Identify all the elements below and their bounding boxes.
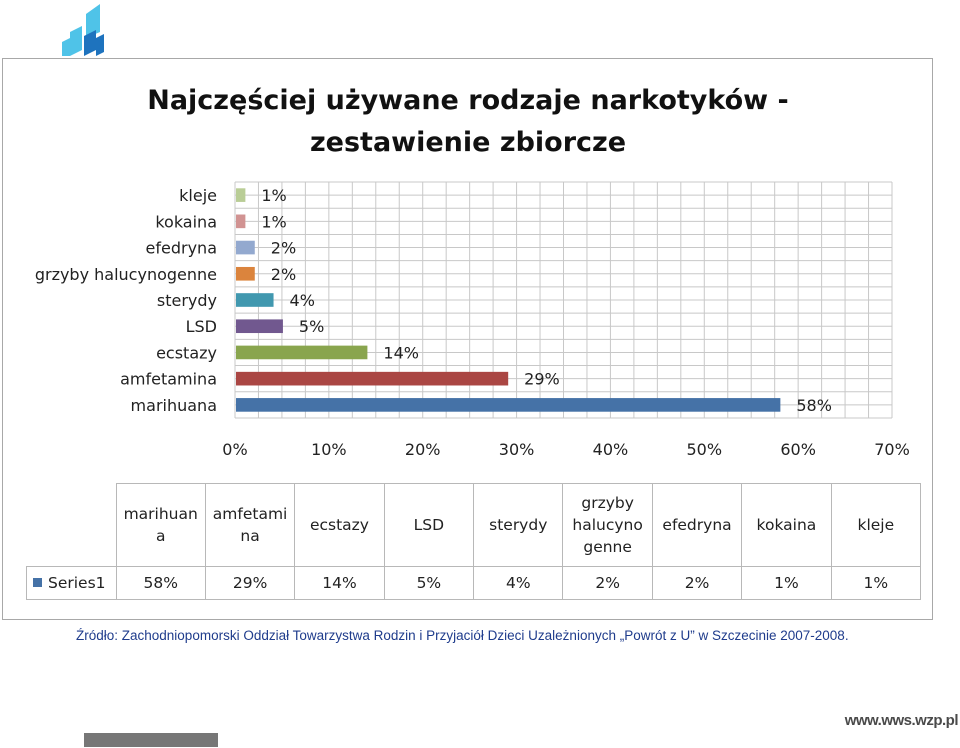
data-table-header-text: sterydy [489, 516, 548, 534]
data-table-header-row: marihuan a amfetami na ecstazy LSD sterydy grzy… [27, 483, 922, 567]
data-table-value-cell: 58% [115, 566, 206, 600]
building-blocks-logo-icon [62, 4, 104, 56]
bar-efedryna [236, 240, 255, 255]
x-tick-label: 20% [405, 440, 441, 459]
category-label: marihuana [131, 396, 217, 415]
data-label: 2% [271, 265, 296, 284]
data-table-header-text: na [240, 527, 260, 545]
category-label: efedryna [146, 239, 217, 258]
x-tick-label: 60% [780, 440, 816, 459]
data-label: 1% [261, 186, 286, 205]
data-table-header-text: kokaina [756, 516, 817, 534]
data-table-values-row: Series1 58% 29% 14% 5% 4% 2% 2% 1% 1% [26, 566, 922, 600]
category-label: kokaina [155, 212, 217, 231]
category-labels: marihuana amfetamina ecstazy LSD sterydy grzy… [35, 186, 217, 415]
data-table-corner [27, 484, 117, 567]
category-label: LSD [186, 317, 217, 336]
bar-marihuana [236, 398, 781, 412]
data-table-header-cell: efedryna [651, 483, 743, 567]
x-tick-label: 10% [311, 440, 347, 459]
data-label: 29% [524, 370, 560, 389]
category-label: sterydy [157, 291, 217, 310]
series-legend-label: Series1 [48, 574, 106, 592]
chart-title-line-2: zestawienie zbiorcze [309, 127, 627, 158]
category-label: amfetamina [120, 370, 217, 389]
bar-ecstazy [236, 345, 368, 360]
data-table-header-cell: sterydy [473, 483, 564, 567]
x-tick-label: 50% [687, 440, 723, 459]
data-table-value-cell: 1% [741, 566, 832, 600]
x-tick-label: 0% [222, 440, 247, 459]
data-label: 2% [271, 239, 296, 258]
bar-lsd [236, 319, 283, 334]
data-table-value-cell: 14% [294, 566, 385, 600]
data-label: 14% [383, 343, 419, 362]
data-label: 4% [290, 291, 315, 310]
data-label: 5% [299, 317, 324, 336]
data-table-header-cell: kokaina [741, 483, 832, 567]
data-table-value-cell: 4% [473, 566, 564, 600]
bar-chart: 58% 29% 14% 5% 4% 2% 2% 1% 1% marihuana amfetamin… [35, 181, 910, 459]
data-table-header-text: halucyno [572, 516, 643, 534]
source-note: Źródło: Zachodniopomorski Oddział Towarz… [76, 628, 849, 643]
data-table-value-cell: 1% [830, 566, 922, 600]
data-table-header-text: LSD [413, 516, 445, 534]
x-tick-label: 70% [874, 440, 910, 459]
data-table-header-cell: grzyby halucyno genne [562, 483, 653, 567]
data-table: marihuan a amfetami na ecstazy LSD sterydy grzy… [26, 483, 922, 600]
bar-amfetamina [236, 371, 509, 386]
website-url: www.wws.wzp.pl [844, 712, 959, 729]
series-legend-key [33, 578, 42, 587]
bar-kokaina [236, 214, 246, 229]
x-tick-label: 30% [499, 440, 535, 459]
category-label: kleje [179, 186, 217, 205]
data-table-value-cell: 2% [651, 566, 743, 600]
data-table-header-text: genne [583, 538, 632, 556]
data-table-value-cell: 29% [204, 566, 296, 600]
data-table-header-cell: amfetami na [204, 483, 296, 567]
category-label: ecstazy [156, 343, 217, 362]
data-labels: 58% 29% 14% 5% 4% 2% 2% 1% 1% [261, 186, 832, 415]
data-table-header-cell: marihuan a [115, 483, 206, 567]
bottom-bar [84, 733, 218, 747]
category-label: grzyby halucynogenne [35, 265, 217, 284]
x-axis-ticks: 0% 10% 20% 30% 40% 50% 60% 70% [222, 440, 909, 459]
data-table-value-cell: 2% [562, 566, 653, 600]
data-table-header-text: kleje [857, 516, 895, 534]
data-table-header-text: grzyby [581, 494, 634, 512]
data-table-legend-cell: Series1 [26, 566, 117, 600]
x-tick-label: 40% [593, 440, 629, 459]
chart-title-line-1: Najczęściej używane rodzaje narkotyków - [147, 85, 789, 116]
data-table-header-text: marihuan [123, 505, 198, 523]
data-table-header-text: ecstazy [309, 516, 369, 534]
bar-grzyby-halucynogenne [236, 266, 255, 281]
chart-title: Najczęściej używane rodzaje narkotyków -… [0, 80, 936, 164]
data-table-header-cell: kleje [830, 483, 922, 567]
data-table-header-text: efedryna [662, 516, 732, 534]
bars [236, 188, 781, 412]
data-label: 1% [261, 212, 286, 231]
bar-sterydy [236, 293, 274, 307]
bar-kleje [236, 188, 246, 202]
data-table-header-cell: ecstazy [294, 483, 385, 567]
data-table-header-text: a [155, 527, 166, 545]
data-label: 58% [796, 396, 832, 415]
data-table-header-text: amfetami [212, 505, 288, 523]
data-table-value-cell: 5% [383, 566, 475, 600]
data-table-header-cell: LSD [383, 483, 475, 567]
